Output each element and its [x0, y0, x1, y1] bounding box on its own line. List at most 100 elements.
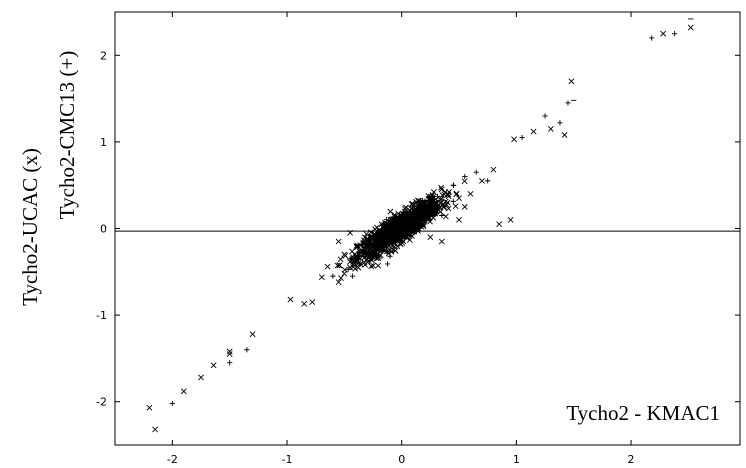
point-x — [437, 196, 444, 203]
point-x — [430, 200, 437, 207]
point-x — [198, 374, 204, 381]
point-x — [335, 279, 342, 286]
point-plus — [418, 215, 425, 221]
point-x — [363, 231, 370, 238]
point-x — [391, 212, 398, 218]
point-x — [287, 296, 294, 303]
point-x — [249, 331, 256, 338]
point-plus — [519, 134, 525, 141]
point-plus — [565, 100, 571, 106]
point-x — [210, 362, 217, 369]
point-plus — [427, 201, 433, 207]
point-x — [338, 275, 344, 282]
point-x — [442, 189, 449, 196]
point-x — [368, 241, 375, 247]
point-x — [335, 238, 342, 245]
point-plus — [423, 218, 429, 224]
point-x — [490, 166, 497, 173]
point-plus — [244, 347, 250, 353]
point-x — [385, 223, 392, 229]
point-x — [369, 247, 376, 253]
point-plus — [227, 360, 233, 366]
point-x — [355, 260, 362, 267]
point-x — [430, 189, 437, 196]
point-x — [412, 217, 419, 224]
point-x — [431, 200, 438, 207]
point-x — [561, 132, 568, 138]
point-x — [146, 404, 153, 411]
point-x — [361, 237, 367, 244]
point-x — [530, 128, 537, 135]
x-tick-label: -1 — [282, 453, 293, 466]
point-plus — [384, 261, 391, 267]
x-tick-label: -2 — [167, 453, 178, 466]
point-plus — [485, 178, 491, 184]
point-x — [388, 230, 395, 237]
point-x — [226, 351, 233, 357]
x-tick-label: 1 — [513, 453, 520, 466]
point-x — [398, 218, 405, 225]
point-x — [374, 246, 381, 253]
point-x — [419, 221, 426, 227]
chart-annotation: Tycho2 - KMAC1 — [566, 401, 720, 425]
point-x — [424, 206, 431, 212]
point-plus — [388, 215, 394, 222]
point-x — [386, 243, 393, 250]
point-x — [341, 266, 348, 273]
y-axis-title-cmc13: Tycho2-CMC13 (+) — [55, 51, 79, 219]
point-x — [391, 218, 398, 224]
point-x — [414, 225, 421, 232]
point-x — [226, 348, 233, 355]
point-x — [511, 136, 518, 143]
point-x — [301, 300, 308, 307]
y-tick-label: 0 — [100, 223, 107, 236]
point-x — [370, 262, 377, 269]
point-x — [467, 190, 474, 197]
point-x — [377, 241, 384, 247]
point-plus — [462, 173, 468, 180]
point-x — [336, 262, 343, 269]
point-x — [373, 255, 380, 262]
y-tick-label: 2 — [100, 49, 107, 62]
point-x — [427, 218, 433, 225]
point-x — [399, 240, 406, 247]
point-plus — [407, 221, 413, 227]
point-x — [402, 204, 409, 211]
point-plus — [412, 213, 418, 220]
point-plus — [439, 212, 445, 219]
point-plus — [672, 31, 678, 37]
point-plus — [389, 235, 395, 241]
point-x — [360, 240, 367, 247]
point-x — [407, 217, 414, 224]
point-x — [427, 234, 434, 241]
point-x — [394, 243, 401, 250]
y-tick-label: 1 — [100, 136, 107, 149]
point-plus — [557, 120, 563, 126]
point-x — [347, 258, 353, 265]
point-x — [660, 30, 667, 37]
point-x — [309, 299, 316, 306]
point-x — [396, 235, 403, 242]
point-x — [387, 208, 394, 215]
point-x — [324, 263, 331, 270]
point-x — [390, 230, 397, 237]
point-x — [180, 388, 187, 395]
point-x — [362, 247, 369, 254]
point-x — [461, 178, 468, 185]
point-x — [351, 258, 358, 265]
point-x — [408, 223, 415, 230]
point-x — [351, 251, 358, 258]
point-x — [352, 265, 359, 272]
point-x — [461, 203, 468, 210]
point-x — [452, 203, 459, 210]
point-x — [413, 199, 420, 206]
point-x — [433, 207, 440, 214]
point-plus — [410, 214, 416, 220]
point-x — [507, 216, 514, 223]
point-x — [432, 210, 439, 217]
point-x — [453, 191, 460, 198]
point-x — [359, 251, 366, 258]
x-tick-label: 2 — [628, 453, 635, 466]
point-plus — [542, 113, 548, 119]
point-plus — [409, 227, 416, 233]
